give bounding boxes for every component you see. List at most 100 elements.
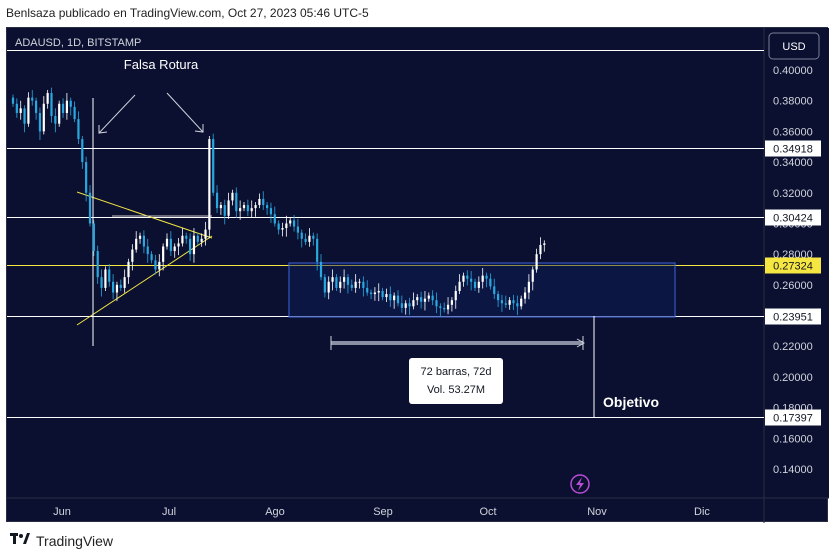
candle-body [162,246,165,262]
candle-body [331,277,334,282]
candle-body [31,97,34,101]
currency-button[interactable]: USD [768,32,820,60]
false-break-label: Falsa Rotura [124,57,199,72]
candle-body [258,198,261,206]
candle-body [308,235,311,242]
lightning-event-icon[interactable] [570,474,590,494]
y-tick-label: 0.36000 [773,126,813,138]
candle-body [420,297,423,302]
candle-body [262,198,265,206]
y-tick-label: 0.20000 [773,372,813,384]
candle-body [181,235,184,244]
candle-body [408,303,411,307]
level-price-tag [765,209,821,226]
level-price-tag [765,257,821,274]
candle-body [185,235,188,239]
x-tick-label: Oct [479,506,496,518]
candle-body [200,238,203,242]
candle-body [300,232,303,239]
candle-body [412,300,415,307]
candle-body [77,119,80,140]
candle-body [339,281,342,288]
candle-body [104,269,107,288]
x-tick-label: Jul [162,506,176,518]
tradingview-logo-icon [10,533,30,549]
candle-body [485,275,488,279]
x-tick-label: Ago [265,506,285,518]
x-tick-label: Sep [373,506,393,518]
candle-body [11,97,15,104]
candle-body [219,205,222,209]
candle-body [381,290,384,298]
candle-body [466,275,469,279]
candle-body [169,238,172,252]
candle-body [223,205,226,216]
candle-body [196,235,199,242]
candle-body [81,139,84,163]
symbol-label: ADAUSD, 1D, BITSTAMP [15,37,141,49]
candle-body [150,254,153,261]
arrow-right-icon [166,92,204,133]
candle-body [435,300,438,307]
candle-body [46,93,49,104]
range-box[interactable] [288,262,676,318]
candle-body [115,284,119,293]
y-tick-label: 0.32000 [773,188,813,200]
candle-body [343,277,346,282]
candle-body [377,290,380,293]
candle-body [358,281,361,283]
candle-body [431,295,434,301]
candle-body [204,229,207,239]
candle-body [497,294,500,301]
candle-body [208,139,211,230]
x-tick-label: Jun [53,506,71,518]
measure-tool[interactable] [330,336,586,350]
candle-body [269,208,273,215]
candle-body [439,306,442,308]
candle-body [470,278,473,282]
candle-body [292,220,296,227]
candle-body [246,205,249,212]
candle-body [508,300,511,305]
candle-body [527,281,530,293]
level-price-tag [765,140,821,157]
candle-body [58,103,61,124]
candle-body [158,261,161,270]
measure-label-box: 72 barras, 72d Vol. 53.27M [409,358,503,404]
candle-body [473,281,477,288]
candle-body [73,106,76,120]
candle-body [523,292,527,299]
candle-body [227,200,230,216]
y-tick-label: 0.40000 [773,65,813,77]
chart-frame[interactable]: ADAUSD, 1D, BITSTAMP USD 0.40000 0.38000 0… [6,27,829,523]
y-tick-label: 0.22000 [773,341,813,353]
candle-body [446,304,450,310]
candle-body [400,303,403,308]
candle-body [404,303,407,308]
candle-body [119,284,122,288]
candle-body [65,100,68,113]
candle-body [61,103,65,113]
candle-body [273,214,276,224]
level-price-label: 0.23951 [773,312,813,324]
candle-body [385,294,388,298]
candle-body [108,269,111,282]
level-price-label: 0.27324 [773,261,813,273]
candle-body [516,303,519,307]
candle-body [312,235,315,239]
candle-body [50,93,53,117]
candle-body [88,192,92,224]
candle-body [235,192,238,212]
candle-body [512,300,515,304]
chart-svg[interactable]: ADAUSD, 1D, BITSTAMP USD 0.40000 0.38000 0… [7,28,829,523]
candle-body [543,243,546,245]
triangle-upper-line [76,191,213,239]
candle-body [131,249,134,262]
y-tick-label: 0.14000 [773,464,813,476]
candle-body [443,307,446,310]
candle-body [96,251,99,278]
y-tick-label: 0.34000 [773,157,813,169]
candle-body [266,205,269,209]
candle-body [323,277,326,293]
candle-body [23,108,26,124]
